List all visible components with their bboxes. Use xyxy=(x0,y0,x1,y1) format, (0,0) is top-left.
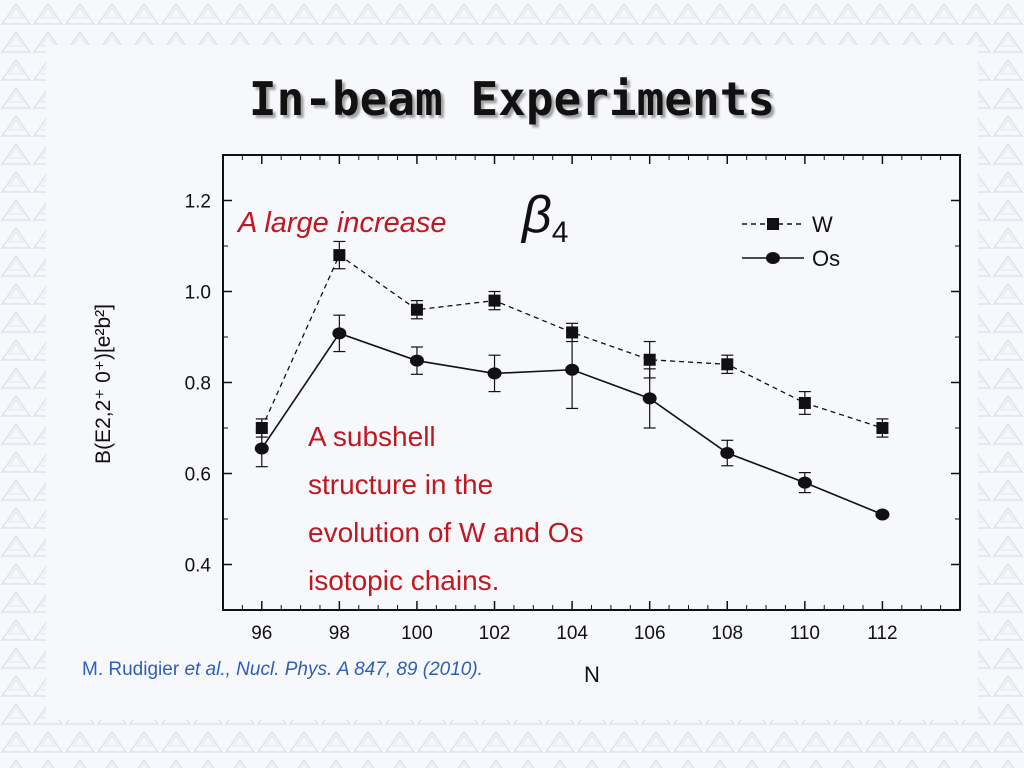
legend-entry-os: Os xyxy=(742,246,840,271)
y-tick-label: 0.8 xyxy=(185,374,211,395)
x-tick-label: 102 xyxy=(479,623,511,644)
beta-symbol: β4 xyxy=(520,186,568,249)
annotation-subshell-line: evolution of W and Os xyxy=(308,517,583,548)
x-tick-label: 106 xyxy=(634,623,666,644)
data-point xyxy=(720,447,735,460)
data-point xyxy=(254,442,269,455)
data-point xyxy=(333,249,346,262)
data-point xyxy=(797,476,812,489)
data-point xyxy=(487,367,502,380)
data-point xyxy=(721,358,734,371)
legend-marker xyxy=(766,252,780,264)
citation-author: M. Rudigier xyxy=(82,659,180,680)
y-tick-label: 0.6 xyxy=(185,465,211,486)
legend-marker xyxy=(767,218,779,230)
data-point xyxy=(255,422,268,434)
y-tick-label: 1.0 xyxy=(185,283,211,304)
x-tick-label: 96 xyxy=(251,623,272,644)
legend: W Os xyxy=(742,212,840,271)
series-os xyxy=(254,314,890,521)
data-point xyxy=(642,392,657,405)
x-tick-label: 98 xyxy=(329,623,350,644)
x-tick-label: 110 xyxy=(790,623,820,644)
slide-title: In-beam Experiments xyxy=(248,72,776,126)
axis-ticks xyxy=(223,154,960,611)
beta-letter: β xyxy=(520,186,552,244)
y-tick-label: 1.2 xyxy=(185,192,211,213)
x-tick-label: 108 xyxy=(711,623,743,644)
annotation-subshell-line: isotopic chains. xyxy=(308,565,499,596)
data-point xyxy=(565,363,580,376)
y-axis-label: B(E2,2⁺ 0⁺)[e²b²] xyxy=(92,304,115,464)
series-w xyxy=(255,240,889,438)
data-point xyxy=(643,353,656,366)
legend-label: Os xyxy=(812,246,840,271)
annotation-subshell: A subshell structure in the evolution of W… xyxy=(308,421,583,596)
x-tick-label: 104 xyxy=(556,623,588,644)
y-tick-label: 0.4 xyxy=(185,556,212,577)
series-layer xyxy=(254,240,890,521)
annotation-subshell-line: A subshell xyxy=(308,421,436,452)
x-axis-label: N xyxy=(584,662,600,687)
legend-entry-w: W xyxy=(742,212,833,237)
citation-reference: et al., Nucl. Phys. A 847, 89 (2010). xyxy=(184,659,483,680)
tick-labels: 96 98 100 102 104 106 108 110 112 0.4 0.6 0.8 1.0 1.2 xyxy=(185,192,898,645)
annotation-subshell-line: structure in the xyxy=(308,469,493,500)
citation: M. Rudigier et al., Nucl. Phys. A 847, 8… xyxy=(82,656,552,684)
data-point xyxy=(875,508,890,521)
x-tick-label: 112 xyxy=(867,623,897,644)
data-point xyxy=(332,327,347,340)
legend-label: W xyxy=(812,212,833,237)
annotation-large-increase: A large increase xyxy=(236,207,446,239)
data-point xyxy=(410,303,423,316)
data-point xyxy=(488,294,501,307)
data-point xyxy=(876,422,889,434)
data-point xyxy=(409,354,424,367)
x-tick-label: 100 xyxy=(401,623,433,644)
beta-subscript: 4 xyxy=(552,216,569,249)
data-point xyxy=(798,396,811,409)
